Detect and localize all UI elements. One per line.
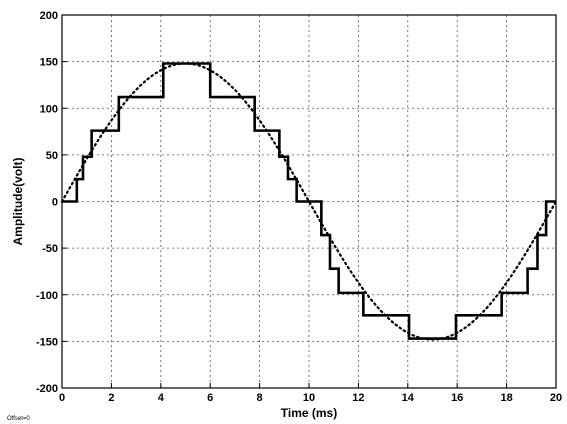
y-tick-label: -150 (36, 336, 58, 348)
y-tick-label: 0 (52, 197, 58, 209)
y-tick-label: 150 (40, 57, 58, 69)
quantized-step-line (62, 62, 556, 340)
x-tick-label: 18 (500, 392, 512, 404)
tick-marks (61, 14, 557, 389)
x-tick-label: 10 (303, 392, 315, 404)
tick-labels: 0 2 4 6 8 10 12 14 16 18 20 -200 -150 -100 -50 0 50 100 15… (36, 10, 562, 404)
y-tick-label: 50 (46, 150, 58, 162)
x-tick-label: 16 (451, 392, 463, 404)
x-axis-label: Time (ms) (281, 406, 337, 420)
x-tick-label: 20 (550, 392, 562, 404)
sine-reference-line (60, 62, 558, 341)
offset-footnote: Offset=0 (7, 416, 30, 422)
y-tick-label: -100 (36, 290, 58, 302)
x-tick-label: 0 (59, 392, 65, 404)
series-group (60, 62, 558, 341)
y-axis-label: Amplitude(volt) (11, 158, 25, 246)
x-tick-label: 8 (257, 392, 263, 404)
x-tick-label: 14 (402, 392, 415, 404)
y-tick-label: -50 (42, 243, 58, 255)
x-tick-label: 6 (207, 392, 213, 404)
y-tick-label: 100 (40, 103, 58, 115)
x-tick-label: 2 (108, 392, 114, 404)
y-tick-label: -200 (36, 383, 58, 395)
y-tick-label: 200 (40, 10, 58, 22)
x-tick-label: 12 (352, 392, 364, 404)
x-tick-label: 4 (158, 392, 165, 404)
